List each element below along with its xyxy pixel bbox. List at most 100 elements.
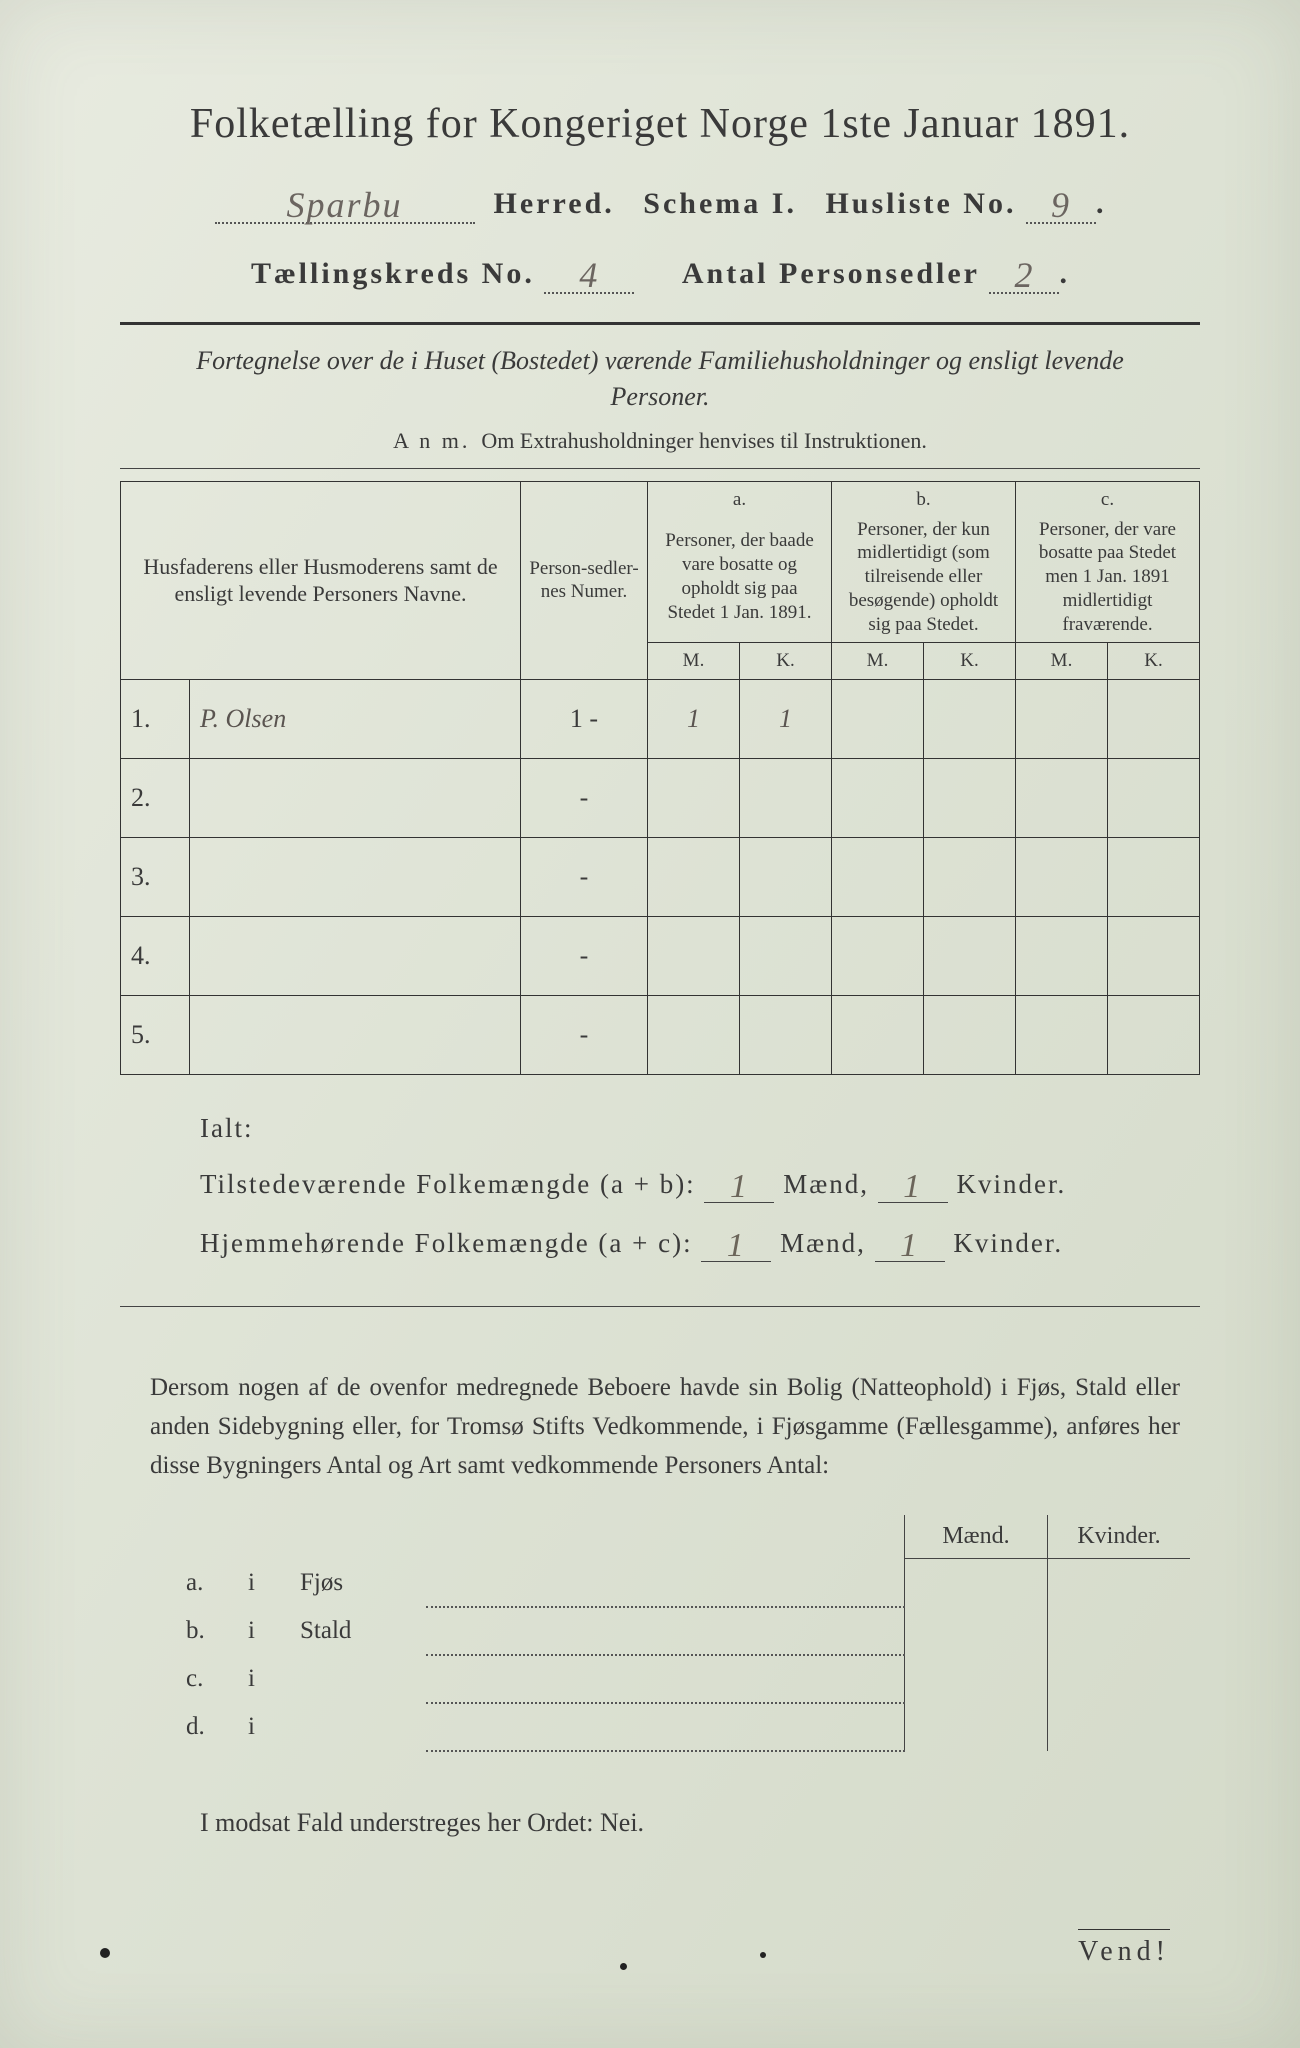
person-name [190, 759, 521, 838]
outbuild-i: i [242, 1559, 294, 1607]
dotted-fill [426, 1559, 905, 1607]
kreds-label: Tællingskreds No. [251, 257, 535, 290]
cell-a-k [740, 996, 832, 1075]
outbuild-i: i [242, 1655, 294, 1703]
page-title: Folketælling for Kongeriget Norge 1ste J… [120, 100, 1200, 148]
col-a-m: M. [648, 643, 740, 680]
kvinder-label: Kvinder. [953, 1228, 1063, 1258]
annotation-line: A n m. Om Extrahusholdninger henvises ti… [120, 428, 1200, 454]
tilstedevaerende-line: Tilstedeværende Folkemængde (a + b): 1 M… [200, 1164, 1200, 1203]
col-a-k: K. [740, 643, 832, 680]
rule-divider-thin [120, 468, 1200, 469]
antal-label: Antal Personsedler [682, 257, 980, 290]
anm-prefix: A n m. [393, 428, 470, 453]
cell-a-k [740, 838, 832, 917]
rule-divider [120, 322, 1200, 325]
cell-c-k [1108, 996, 1200, 1075]
outbuild-label [294, 1655, 426, 1703]
cell-c-m [1016, 917, 1108, 996]
tilst-k-value: 1 [903, 1168, 922, 1205]
person-name [190, 838, 521, 917]
row-number: 3. [121, 838, 190, 917]
person-name: P. Olsen [190, 680, 521, 759]
husliste-no-handwritten: 9 [1051, 185, 1071, 225]
cell-a-k [740, 759, 832, 838]
cell-b-m [832, 996, 924, 1075]
col-c-k: K. [1108, 643, 1200, 680]
ink-spot [760, 1952, 766, 1958]
cell-b-m [832, 917, 924, 996]
hjem-label: Hjemmehørende Folkemængde (a + c): [200, 1228, 693, 1258]
col-b-text: Personer, der kun midlertidigt (som tilr… [832, 512, 1016, 643]
col-c-m: M. [1016, 643, 1108, 680]
row-number: 2. [121, 759, 190, 838]
cell-a-m [648, 838, 740, 917]
outbuild-tag: a. [180, 1559, 242, 1607]
husliste-label: Husliste No. [825, 187, 1016, 220]
tilst-m-value: 1 [730, 1168, 749, 1205]
row-number: 4. [121, 917, 190, 996]
person-numer: 1 - [521, 680, 648, 759]
outbuild-k [1048, 1703, 1191, 1751]
header-line-herred: Sparbu Herred. Schema I. Husliste No. 9 … [120, 180, 1200, 224]
outbuild-i: i [242, 1607, 294, 1655]
cell-a-m [648, 996, 740, 1075]
cell-c-m [1016, 759, 1108, 838]
table-row: 1.P. Olsen1 -11 [121, 680, 1200, 759]
col-a-text: Personer, der baade vare bosatte og opho… [648, 512, 832, 643]
person-numer: - [521, 838, 648, 917]
outbuild-m [905, 1703, 1048, 1751]
schema-label: Schema I. [643, 187, 797, 220]
col-b-m: M. [832, 643, 924, 680]
col-b-k: K. [924, 643, 1016, 680]
cell-b-k [924, 759, 1016, 838]
outbuild-m [905, 1655, 1048, 1703]
outbuilding-paragraph: Dersom nogen af de ovenfor medregnede Be… [150, 1369, 1180, 1485]
table-row: 4. - [121, 917, 1200, 996]
person-numer: - [521, 759, 648, 838]
census-form-page: Folketælling for Kongeriget Norge 1ste J… [0, 0, 1300, 2048]
header-line-kreds: Tællingskreds No. 4 Antal Personsedler 2… [120, 250, 1200, 294]
outbuild-row: b.iStald [180, 1607, 1190, 1655]
table-row: 5.- [121, 996, 1200, 1075]
outbuild-tag: d. [180, 1703, 242, 1751]
table-row: 3. - [121, 838, 1200, 917]
maend-label: Mænd, [780, 1228, 866, 1258]
cell-b-m [832, 680, 924, 759]
outbuild-k [1048, 1607, 1191, 1655]
herred-name-handwritten: Sparbu [287, 185, 403, 225]
cell-a-m [648, 759, 740, 838]
herred-label: Herred. [494, 187, 615, 220]
cell-c-m [1016, 838, 1108, 917]
anm-text: Om Extrahusholdninger henvises til Instr… [481, 428, 926, 453]
rule-divider-thin [120, 1306, 1200, 1307]
cell-c-k [1108, 838, 1200, 917]
person-numer: - [521, 917, 648, 996]
col-c-text: Personer, der vare bosatte paa Stedet me… [1016, 512, 1200, 643]
dotted-fill [426, 1607, 905, 1655]
person-numer: - [521, 996, 648, 1075]
form-subtitle: Fortegnelse over de i Huset (Bostedet) v… [180, 343, 1140, 416]
outbuilding-table: Mænd. Kvinder. a.iFjøsb.iStaldc.id.i [180, 1515, 1190, 1752]
outbuild-k [1048, 1655, 1191, 1703]
hjemmehorende-line: Hjemmehørende Folkemængde (a + c): 1 Mæn… [200, 1223, 1200, 1262]
vend-label: Vend! [1078, 1929, 1170, 1968]
hjem-m-value: 1 [727, 1227, 746, 1264]
cell-b-k [924, 838, 1016, 917]
outbuild-tag: c. [180, 1655, 242, 1703]
nei-line: I modsat Fald understreges her Ordet: Ne… [200, 1808, 1200, 1838]
person-name [190, 996, 521, 1075]
person-name [190, 917, 521, 996]
cell-c-k [1108, 680, 1200, 759]
tilst-label: Tilstedeværende Folkemængde (a + b): [200, 1169, 696, 1199]
maend-label: Mænd, [783, 1169, 869, 1199]
outbuild-i: i [242, 1703, 294, 1751]
cell-c-m [1016, 680, 1108, 759]
col-b-tag: b. [832, 481, 1016, 511]
census-table: Husfaderens eller Husmoderens samt de en… [120, 481, 1200, 1075]
outbuild-label [294, 1703, 426, 1751]
outbuild-kvinder-header: Kvinder. [1048, 1515, 1191, 1559]
outbuild-row: c.i [180, 1655, 1190, 1703]
outbuild-tag: b. [180, 1607, 242, 1655]
cell-b-k [924, 996, 1016, 1075]
